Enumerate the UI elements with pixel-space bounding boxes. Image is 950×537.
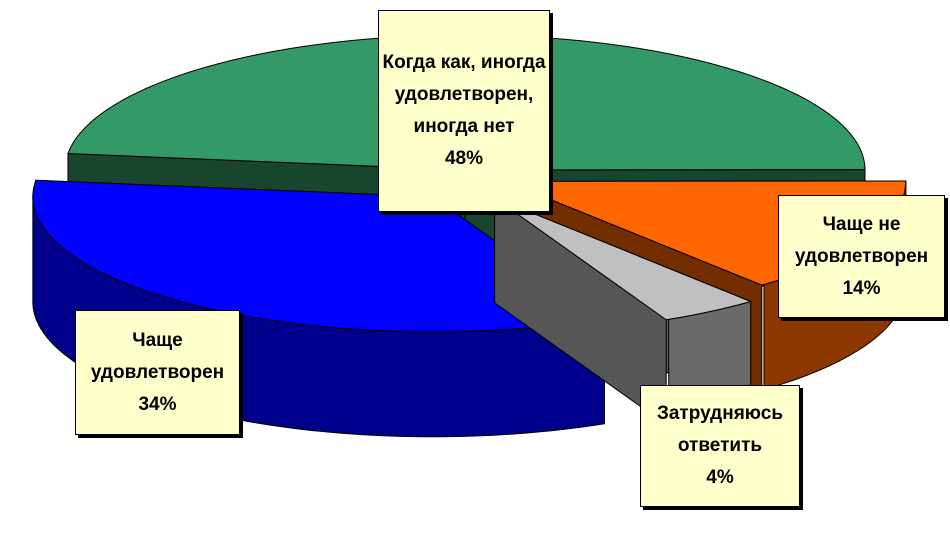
data-label: Чаще удовлетворен 34% [75, 310, 240, 435]
value-label: 14% [842, 277, 881, 299]
value-label: 34% [138, 393, 177, 415]
slice [494, 196, 753, 426]
data-label: Чаще не удовлетворен 14% [778, 195, 945, 318]
slice-top [32, 179, 606, 333]
value-label: 48% [444, 148, 484, 169]
data-label: Когда как, иногда удовлетворен, иногда н… [378, 10, 550, 212]
category-label: Затрудняюсь ответить [656, 403, 784, 456]
category-label: Когда как, иногда удовлетворен, иногда н… [382, 52, 546, 137]
category-label: Чаще удовлетворен [90, 329, 225, 383]
slice-top [494, 197, 753, 321]
value-label: 4% [706, 467, 734, 488]
data-label: Затрудняюсь ответить 4% [640, 385, 800, 507]
category-label: Чаще не удовлетворен [794, 213, 929, 267]
